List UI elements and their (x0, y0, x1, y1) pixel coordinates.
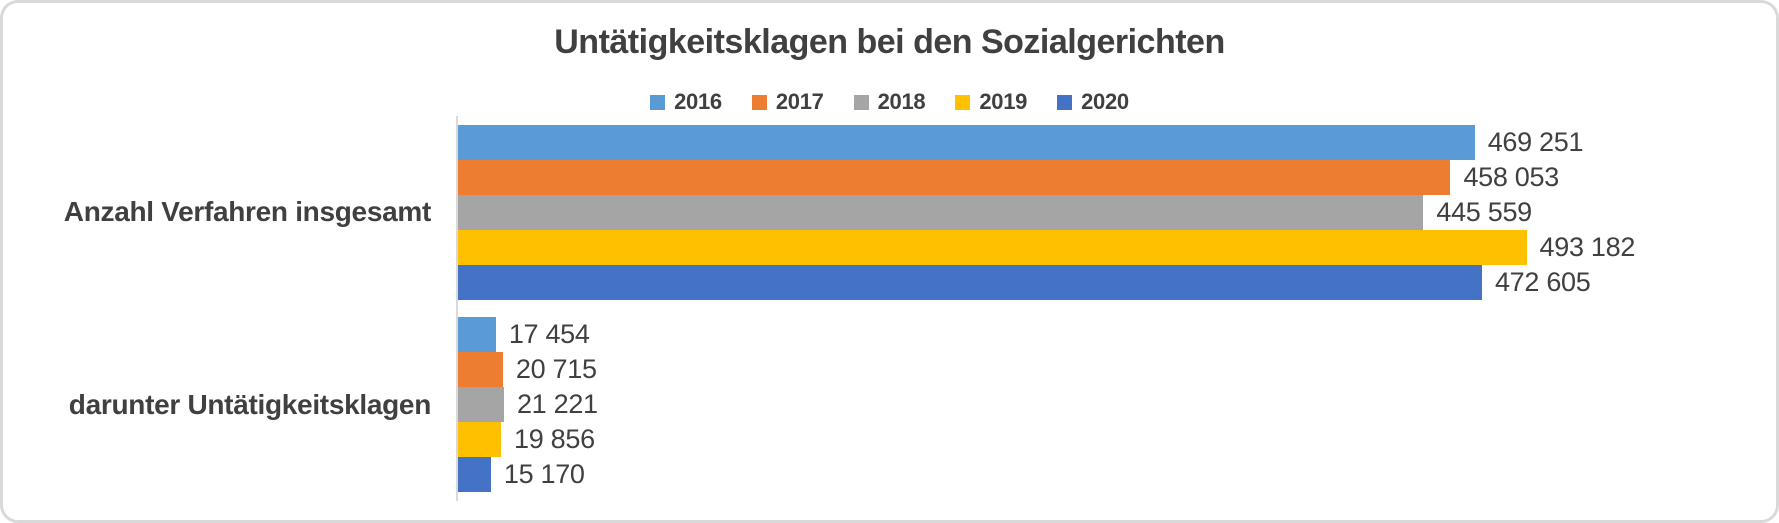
bar-2017-category-0 (458, 159, 1451, 195)
bar-value-label: 15 170 (503, 459, 585, 490)
legend-item-2020: 2020 (1057, 89, 1129, 115)
bar-row: 21 221 (458, 387, 1758, 423)
legend-label-2020: 2020 (1081, 89, 1129, 114)
bar-row: 472 605 (458, 264, 1758, 300)
bar-row: 20 715 (458, 352, 1758, 388)
bar-2018-category-0 (458, 194, 1424, 230)
legend: 2016 2017 2018 2019 2020 (3, 89, 1776, 115)
bar-value-label: 17 454 (508, 319, 590, 350)
legend-swatch-2017 (751, 94, 767, 110)
bar-row: 469 251 (458, 124, 1758, 160)
category-band-1: 17 454 20 715 21 221 19 856 15 170 (458, 309, 1758, 502)
bar-value-label: 21 221 (516, 389, 598, 420)
bar-value-label: 472 605 (1494, 266, 1591, 297)
legend-swatch-2020 (1057, 94, 1073, 110)
plot-area: 469 251 458 053 445 559 493 182 472 605 17 45… (456, 116, 1758, 502)
legend-swatch-2019 (955, 94, 971, 110)
bar-value-label: 19 856 (514, 424, 595, 455)
bar-value-label: 458 053 (1463, 161, 1559, 192)
legend-swatch-2018 (853, 94, 869, 110)
legend-swatch-2016 (650, 94, 666, 110)
legend-item-2019: 2019 (955, 89, 1027, 115)
legend-label-2016: 2016 (674, 89, 722, 114)
legend-label-2017: 2017 (775, 89, 824, 114)
bar-value-label: 20 715 (515, 354, 597, 385)
bar-row: 15 170 (458, 457, 1758, 493)
legend-label-2019: 2019 (979, 89, 1028, 114)
bar-2019-category-0 (458, 229, 1527, 265)
chart-title: Untätigkeitsklagen bei den Sozialgericht… (554, 23, 1225, 61)
bar-value-label: 469 251 (1487, 126, 1584, 157)
bar-value-label: 445 559 (1436, 196, 1532, 227)
legend-item-2016: 2016 (650, 89, 722, 115)
bar-2016-category-0 (458, 124, 1475, 160)
bar-row: 458 053 (458, 159, 1758, 195)
category-axis-labels: Anzahl Verfahren insgesamt darunter Untä… (33, 116, 432, 501)
bar-value-label: 493 182 (1539, 231, 1636, 262)
category-label-darunter-untaetigkeitsklagen: darunter Untätigkeitsklagen (68, 388, 432, 420)
bar-row: 493 182 (458, 229, 1758, 265)
legend-item-2017: 2017 (751, 89, 824, 115)
bar-row: 445 559 (458, 194, 1758, 230)
legend-label-2018: 2018 (877, 89, 926, 114)
category-band-0: 469 251 458 053 445 559 493 182 472 605 (458, 116, 1758, 309)
bar-2020-category-1 (458, 457, 491, 493)
legend-item-2018: 2018 (853, 89, 926, 115)
bar-2018-category-1 (458, 387, 504, 423)
bar-row: 17 454 (458, 317, 1758, 353)
bar-2017-category-1 (458, 352, 503, 388)
bar-row: 19 856 (458, 422, 1758, 458)
category-label-anzahl-verfahren-insgesamt: Anzahl Verfahren insgesamt (63, 196, 432, 228)
bar-2020-category-0 (458, 264, 1482, 300)
bar-2019-category-1 (458, 422, 502, 458)
y-axis-line (456, 116, 458, 501)
bar-2016-category-1 (458, 317, 496, 353)
